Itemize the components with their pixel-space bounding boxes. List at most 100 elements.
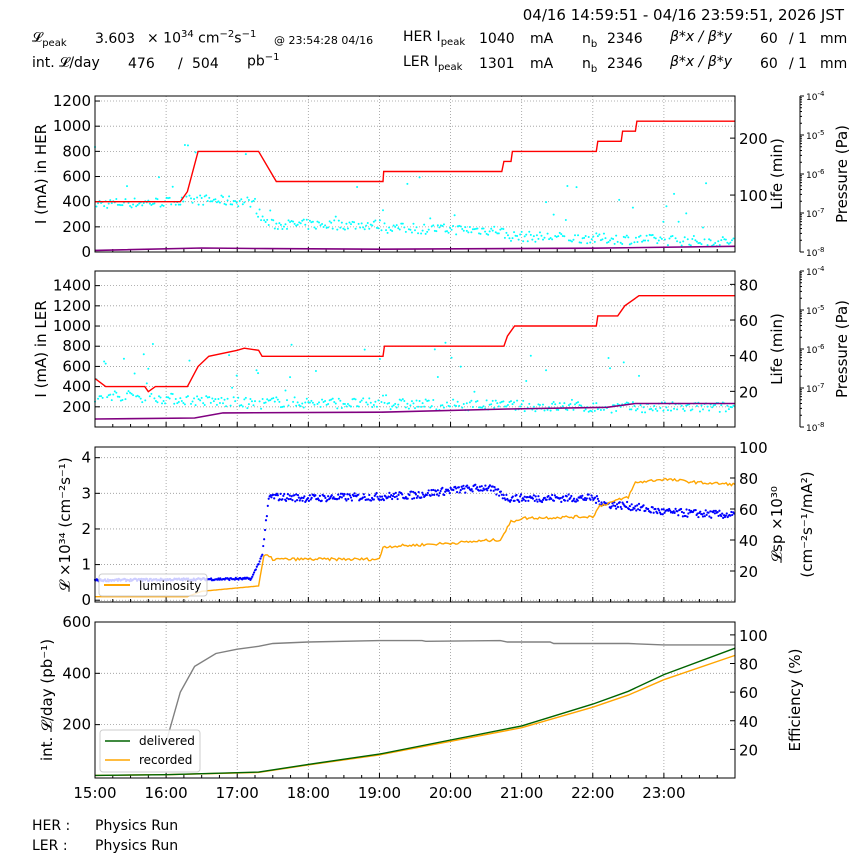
lsp-point [567,493,570,496]
lsp-point [565,495,568,498]
life-point [286,227,288,230]
lsp-point [684,514,687,518]
life-point [374,219,377,222]
life-point [223,398,226,401]
life-point [281,405,284,408]
life-point [599,409,602,412]
lsp-point [680,510,684,514]
lsp-point [357,493,360,496]
lsp-point [431,493,434,496]
life-point [665,406,668,409]
life-point [552,400,555,403]
life-point [683,236,686,239]
life-point [118,203,121,206]
life-point [485,399,488,402]
lsp-point [570,494,573,498]
life-point [234,200,237,203]
lsp-point [686,515,689,518]
life-point [345,405,348,408]
life-point [503,405,506,408]
life-point [709,239,712,242]
life-point [112,393,115,396]
lsp-point [700,513,704,516]
lsp-point [532,494,535,497]
life-point [313,403,316,406]
y2-tick-label: 40 [739,713,758,731]
life-point [563,235,566,238]
life-point-group [94,341,735,414]
lsp-point [368,493,371,497]
lsp-point [258,560,261,563]
life-point [474,400,477,403]
lsp-point [284,499,288,503]
lsp-point [488,484,492,487]
life-point [449,226,452,229]
lsp-point [536,500,539,503]
life-point [113,390,116,393]
y2-tick-label: 40 [739,348,758,366]
life-point [244,396,247,399]
int-lum-sep: / [178,56,183,72]
life-point [543,236,546,239]
life-point [590,410,593,413]
lsp-point [531,497,535,500]
life-point [602,232,605,235]
life-point [654,407,657,410]
life-point [287,219,290,222]
lsp-point [266,504,269,507]
lsp-point [699,510,702,513]
lsp-point [260,555,263,558]
lsp-point [466,484,469,487]
x-tick-label: 15:00 [73,784,116,802]
lsp-point [694,508,697,512]
life-point [665,205,668,208]
lsp-point [460,485,463,488]
life-point [203,404,206,407]
life-point [290,220,293,223]
life-point [103,360,106,363]
life-point [718,243,721,246]
lsp-point [498,494,501,497]
life-point [193,397,196,400]
life-point [601,238,604,241]
lsp-point [397,493,400,496]
lsp-point [433,493,436,496]
life-point [293,222,296,225]
lsp-point [615,507,618,510]
life-point [322,401,325,404]
life-point [356,185,359,188]
life-point [378,358,381,361]
life-point [148,395,151,398]
lsp-point [682,511,685,514]
life-point [179,397,182,400]
life-point [580,241,583,244]
life-point [279,406,282,409]
life-point [241,405,244,408]
lsp-point [448,492,451,495]
life-point [159,205,162,208]
life-point [380,229,383,232]
life-point [336,407,339,410]
life-point [718,410,721,413]
life-point [304,401,307,404]
lsp-point [591,496,594,499]
life-point [110,202,113,205]
lsp-point [543,496,546,500]
life-point [633,405,636,408]
life-point [645,234,648,237]
life-point [311,220,314,223]
life-point [491,229,494,232]
life-point [723,238,726,241]
life-point [549,409,552,412]
lsp-point [545,498,548,501]
pressure-tick-label: 10-4 [806,265,825,278]
lsp-point [489,489,492,492]
life-point [385,394,388,397]
life-point [311,401,314,404]
lsp-point [470,488,473,491]
life-point [414,229,416,232]
life-point [269,209,272,212]
lsp-point [704,509,707,512]
lsp-point [713,512,716,515]
pressure-tick-exp: -4 [817,90,825,98]
